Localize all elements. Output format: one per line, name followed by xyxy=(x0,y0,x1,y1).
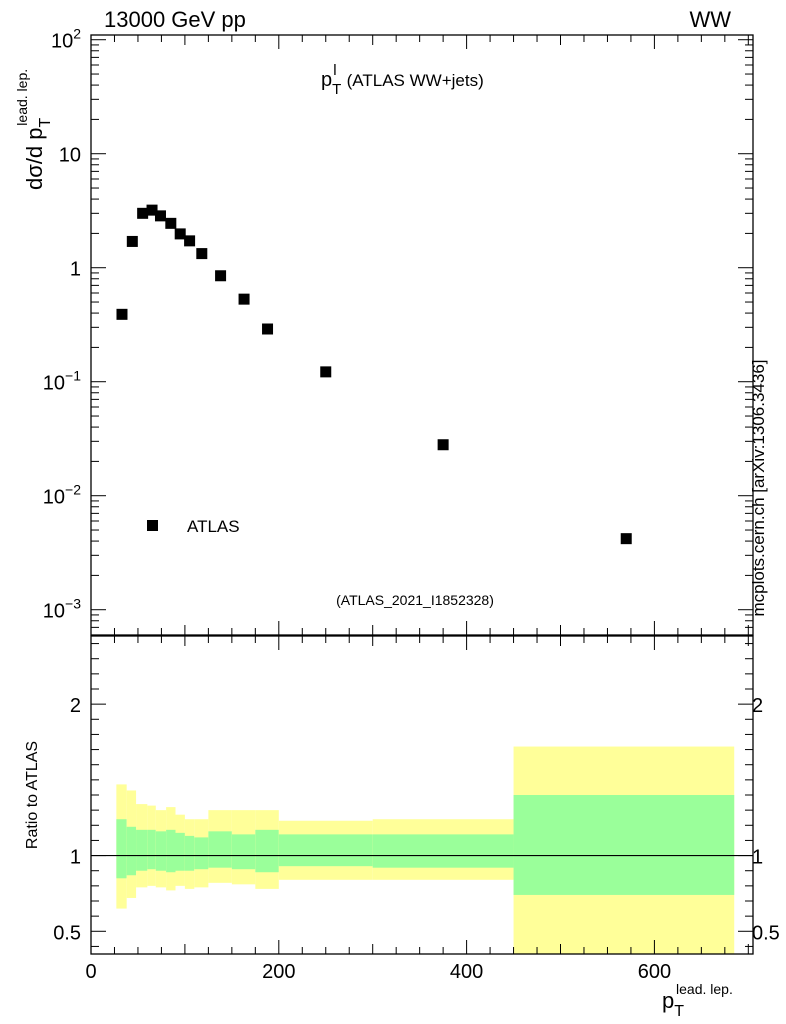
main-title-rest: (ATLAS WW+jets) xyxy=(347,71,484,90)
data-point xyxy=(184,235,196,247)
main-title-sub: T xyxy=(332,81,341,98)
x-tick-label: 0 xyxy=(85,961,96,983)
x-tick-label: 200 xyxy=(262,961,295,983)
main-y-tick-label: 1 xyxy=(70,259,81,281)
main-y-tick-label-base: 1 xyxy=(70,259,81,281)
x-axis-label: pTlead. lep. xyxy=(662,981,733,1020)
main-y-tick-label-base: 10 xyxy=(51,31,73,53)
ratio-y-tick-label-right: 2 xyxy=(752,695,763,717)
data-point xyxy=(116,308,128,320)
main-y-tick-label-base: 10 xyxy=(43,487,65,509)
main-y-tick-label-base: 10 xyxy=(43,601,65,623)
main-y-tick-label: 10−1 xyxy=(43,368,81,395)
header-left: 13000 GeV pp xyxy=(104,7,246,32)
ratio-y-tick-label-left: 0.5 xyxy=(53,922,81,944)
data-point xyxy=(437,439,449,451)
header-right: WW xyxy=(689,7,731,32)
main-title-symbol: p xyxy=(321,69,332,91)
main-y-tick-label-exp: −3 xyxy=(65,596,81,612)
ratio-y-tick-labels: 2 2 1 1 0.5 0.5 xyxy=(53,695,780,944)
data-point xyxy=(320,366,332,378)
data-point xyxy=(174,228,186,240)
data-point xyxy=(196,248,208,260)
ratio-frame xyxy=(90,635,754,955)
data-point xyxy=(137,207,149,219)
inner-band xyxy=(136,829,148,871)
ratio-panel: 2 2 1 1 0.5 0.5 0 200 400 600 Ratio to ATLAS pTl… xyxy=(24,635,780,1020)
data-points xyxy=(116,204,632,545)
inner-band xyxy=(147,829,156,870)
data-point xyxy=(262,323,274,335)
main-y-tick-label-exp: −2 xyxy=(65,482,81,498)
main-y-tick-label: 102 xyxy=(51,26,81,53)
ratio-y-tick-label-left: 1 xyxy=(70,847,81,869)
ratio-y-tick-label-right: 1 xyxy=(752,847,763,869)
side-note: mcplots.cern.ch [arXiv:1306.3436] xyxy=(749,359,768,616)
x-axis-label-sub: T xyxy=(674,1003,684,1020)
analysis-annotation: (ATLAS_2021_I1852328) xyxy=(336,592,494,608)
data-point xyxy=(126,235,138,247)
ratio-y-tick-label-right: 0.5 xyxy=(752,922,780,944)
main-frame xyxy=(90,34,754,636)
data-point xyxy=(215,270,227,282)
x-axis-label-sup: lead. lep. xyxy=(676,981,733,997)
x-tick-labels: 0 200 400 600 xyxy=(85,961,671,983)
inner-band xyxy=(155,831,167,871)
ratio-y-axis-label: Ratio to ATLAS xyxy=(24,741,41,849)
legend-label: ATLAS xyxy=(187,517,240,536)
main-y-tick-label: 10 xyxy=(59,145,81,167)
legend-marker xyxy=(147,520,158,531)
inner-band xyxy=(231,834,256,870)
inner-band xyxy=(194,837,209,870)
main-y-axis-label-main: dσ/d p xyxy=(22,127,47,190)
data-point xyxy=(154,210,166,222)
inner-band xyxy=(513,795,735,895)
inner-band xyxy=(372,834,514,868)
x-tick-label: 600 xyxy=(638,961,671,983)
inner-band xyxy=(184,835,195,871)
inner-band xyxy=(208,831,232,868)
inner-band xyxy=(116,819,127,879)
main-title-sup: l xyxy=(333,62,336,79)
inner-band xyxy=(278,834,373,867)
inner-band xyxy=(126,826,137,876)
main-y-axis-label-sub: T xyxy=(37,117,54,127)
inner-band xyxy=(175,832,185,871)
data-point xyxy=(165,217,177,229)
main-title: pTl (ATLAS WW+jets) xyxy=(321,62,484,98)
inner-band xyxy=(255,829,279,873)
inner-band xyxy=(166,829,176,873)
data-point xyxy=(238,293,250,305)
ratio-y-tick-label-left: 2 xyxy=(70,695,81,717)
x-tick-label: 400 xyxy=(450,961,483,983)
main-y-tick-label-exp: 2 xyxy=(73,26,81,42)
main-y-tick-label-base: 10 xyxy=(43,373,65,395)
main-y-axis-label-sup: lead. lep. xyxy=(14,69,30,126)
main-y-axis-label: dσ/d pTlead. lep. xyxy=(14,69,54,190)
main-y-tick-label: 10−2 xyxy=(43,482,81,509)
ratio-bands xyxy=(116,746,735,954)
x-axis-label-main: p xyxy=(662,988,674,1013)
main-y-tick-label-base: 10 xyxy=(59,145,81,167)
main-ticks xyxy=(90,35,753,636)
data-point xyxy=(146,204,158,216)
main-y-tick-label-exp: −1 xyxy=(65,368,81,384)
data-point xyxy=(620,533,632,545)
main-y-tick-label: 10−3 xyxy=(43,596,81,623)
